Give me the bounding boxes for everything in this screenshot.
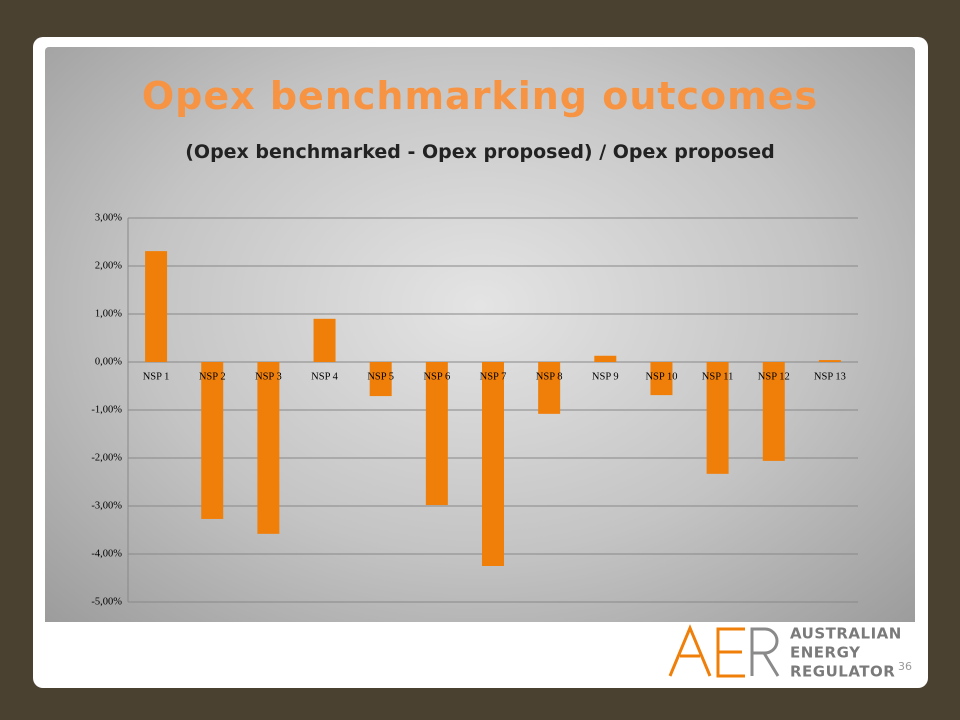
x-tick-label: NSP 12: [758, 371, 790, 382]
logo-text: ENERGY: [790, 644, 861, 662]
bar: [818, 360, 841, 362]
x-tick-label: NSP 13: [814, 371, 846, 382]
x-tick-label: NSP 5: [367, 371, 394, 382]
x-tick-label: NSP 9: [592, 371, 619, 382]
bar: [650, 362, 673, 396]
y-tick-label: -1,00%: [91, 404, 122, 415]
x-tick-label: NSP 3: [255, 371, 282, 382]
logo-a: [668, 624, 712, 677]
bar: [706, 362, 729, 474]
y-tick-label: 1,00%: [95, 308, 122, 319]
bar: [201, 362, 224, 519]
logo-r: [750, 627, 780, 677]
y-tick-label: -5,00%: [91, 596, 122, 607]
bar: [257, 362, 280, 534]
bar: [482, 362, 504, 566]
page-number: 36: [898, 660, 912, 673]
bar: [145, 251, 168, 362]
bar: [594, 355, 617, 362]
y-tick-label: -4,00%: [91, 548, 122, 559]
y-tick-label: -2,00%: [91, 452, 122, 463]
bar: [538, 362, 561, 414]
y-tick-label: -3,00%: [91, 500, 122, 511]
chart-panel: [45, 47, 915, 622]
bar: [313, 318, 336, 362]
y-tick-label: 0,00%: [95, 356, 122, 367]
x-tick-label: NSP 11: [702, 371, 734, 382]
x-tick-label: NSP 4: [311, 371, 338, 382]
y-tick-label: 2,00%: [95, 260, 122, 271]
x-tick-label: NSP 6: [423, 371, 450, 382]
x-tick-label: NSP 10: [645, 371, 677, 382]
x-tick-label: NSP 1: [143, 371, 170, 382]
logo: AUSTRALIAN ENERGY REGULATOR: [663, 622, 902, 684]
logo-text: REGULATOR: [790, 663, 895, 681]
x-tick-label: NSP 7: [480, 371, 507, 382]
x-tick-label: NSP 8: [536, 371, 563, 382]
chart-title: (Opex benchmarked - Opex proposed) / Ope…: [185, 141, 775, 163]
bar: [369, 362, 392, 397]
y-tick-label: 3,00%: [95, 212, 122, 223]
bar: [762, 362, 785, 461]
x-tick-label: NSP 2: [199, 371, 226, 382]
logo-text: AUSTRALIAN: [790, 625, 902, 643]
bar: [425, 362, 448, 506]
slide-title: Opex benchmarking outcomes: [141, 74, 819, 118]
